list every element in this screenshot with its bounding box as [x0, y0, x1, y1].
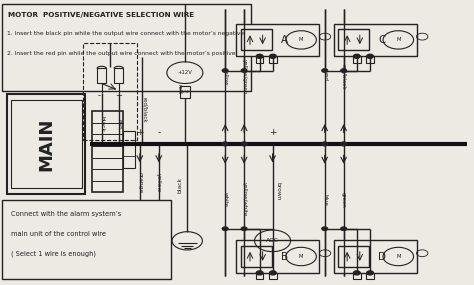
Text: green: green	[341, 192, 346, 207]
Circle shape	[241, 142, 247, 146]
Circle shape	[270, 54, 276, 58]
Bar	[240, 29, 272, 50]
Bar	[353, 273, 361, 279]
Text: B: B	[281, 251, 288, 262]
Bar	[11, 100, 82, 188]
Circle shape	[354, 54, 360, 58]
Bar	[334, 240, 417, 273]
Text: M: M	[299, 254, 303, 259]
Bar	[2, 200, 171, 279]
Text: white: white	[223, 192, 228, 207]
Text: red: red	[322, 72, 327, 82]
Circle shape	[222, 142, 228, 146]
Bar	[338, 246, 369, 267]
Text: red/black: red/black	[142, 97, 147, 123]
Text: orange: orange	[137, 172, 142, 193]
Circle shape	[222, 227, 228, 230]
Bar	[338, 29, 369, 50]
Text: main unit of the control wire: main unit of the control wire	[11, 231, 106, 237]
Text: D: D	[378, 251, 385, 262]
Circle shape	[367, 54, 374, 58]
Text: -: -	[97, 91, 100, 100]
Circle shape	[341, 227, 346, 230]
Text: black: black	[178, 177, 182, 193]
Text: yellow: yellow	[156, 173, 161, 192]
Circle shape	[322, 142, 328, 146]
Text: red: red	[177, 84, 182, 94]
Text: blue: blue	[322, 194, 327, 205]
Bar	[180, 86, 190, 98]
Text: M: M	[396, 254, 401, 259]
Text: FUSE: FUSE	[181, 90, 189, 94]
Text: -: -	[157, 128, 160, 137]
Bar	[256, 273, 264, 279]
Circle shape	[341, 142, 346, 146]
Text: MOTOR  POSITIVE/NEGATIVE SELECTION WIRE: MOTOR POSITIVE/NEGATIVE SELECTION WIRE	[8, 12, 194, 18]
Text: yellow/white: yellow/white	[242, 182, 246, 217]
Bar	[269, 56, 277, 63]
Text: 1. Insert the black pin while the output wire connect with the motor’s negative: 1. Insert the black pin while the output…	[7, 31, 244, 36]
Text: ACC: ACC	[266, 238, 279, 243]
Circle shape	[354, 271, 360, 275]
Text: yellow/green: yellow/green	[242, 59, 246, 95]
Circle shape	[241, 69, 247, 72]
Bar	[334, 23, 417, 56]
Bar	[366, 273, 374, 279]
Circle shape	[270, 271, 276, 275]
Bar	[366, 56, 374, 63]
Circle shape	[241, 142, 247, 146]
Bar	[123, 131, 135, 168]
Bar	[97, 68, 106, 83]
Text: M: M	[299, 37, 303, 42]
Text: 2. Insert the red pin while the output wire connect with the motor’s positive.: 2. Insert the red pin while the output w…	[7, 51, 237, 56]
Circle shape	[241, 227, 247, 230]
Text: +: +	[269, 128, 276, 137]
Text: A: A	[281, 35, 288, 45]
Bar	[7, 94, 85, 194]
Bar	[269, 273, 277, 279]
Bar	[92, 111, 123, 192]
Text: MAIN: MAIN	[37, 117, 55, 171]
Text: brown: brown	[276, 182, 281, 200]
Text: ( Select 1 wire is enough): ( Select 1 wire is enough)	[11, 251, 96, 257]
Circle shape	[222, 69, 228, 72]
Bar	[83, 43, 137, 140]
Text: +: +	[136, 128, 144, 137]
Bar	[240, 246, 272, 267]
Text: black: black	[99, 116, 104, 132]
Circle shape	[222, 142, 228, 146]
Circle shape	[322, 69, 328, 72]
Circle shape	[341, 142, 346, 146]
Bar	[237, 240, 319, 273]
Circle shape	[322, 227, 328, 230]
Circle shape	[256, 54, 263, 58]
Text: Connect with the alarm system’s: Connect with the alarm system’s	[11, 211, 121, 217]
Circle shape	[341, 69, 346, 72]
Circle shape	[256, 271, 263, 275]
Text: +: +	[115, 91, 122, 100]
Text: C: C	[378, 35, 385, 45]
Text: red/black: red/black	[341, 64, 346, 90]
Text: +12V: +12V	[177, 70, 192, 75]
Bar	[2, 4, 251, 91]
Text: yellow: yellow	[223, 68, 228, 86]
Bar	[114, 68, 123, 83]
Bar	[256, 56, 264, 63]
Bar	[237, 23, 319, 56]
Circle shape	[367, 271, 374, 275]
Bar	[353, 56, 361, 63]
Text: red: red	[116, 119, 121, 129]
Circle shape	[322, 142, 328, 146]
Text: M: M	[396, 37, 401, 42]
